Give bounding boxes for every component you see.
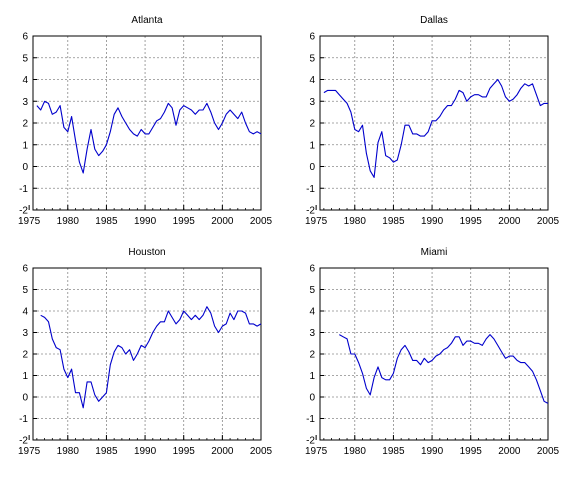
y-tick-label: 6: [309, 264, 315, 275]
y-tick-label: 5: [22, 285, 28, 296]
x-tick-label: 2005: [250, 446, 273, 457]
series-line: [339, 334, 549, 404]
y-tick-label: 4: [309, 75, 315, 86]
y-tick-label: -2: [306, 206, 315, 217]
chart-title: Houston: [128, 247, 165, 258]
x-tick-label: 1975: [18, 216, 41, 227]
y-tick-label: -1: [306, 414, 315, 425]
y-tick-label: 0: [22, 393, 28, 404]
y-tick-label: -1: [19, 414, 28, 425]
y-tick-label: 2: [309, 119, 315, 130]
y-tick-label: -2: [306, 436, 315, 447]
x-tick-label: 1980: [57, 216, 80, 227]
y-tick-label: 0: [309, 162, 315, 173]
x-tick-label: 1985: [382, 446, 405, 457]
x-tick-label: 1990: [421, 446, 444, 457]
y-tick-label: 4: [309, 307, 315, 318]
y-tick-label: 1: [22, 371, 28, 382]
x-tick-label: 1975: [305, 216, 328, 227]
y-tick-label: -1: [19, 184, 28, 195]
y-tick-label: 6: [22, 32, 28, 43]
y-tick-label: 3: [22, 97, 28, 108]
y-tick-label: 3: [309, 328, 315, 339]
series-line: [36, 100, 262, 174]
y-tick-label: 2: [22, 350, 28, 361]
y-tick-label: -2: [19, 206, 28, 217]
x-tick-label: 1995: [173, 216, 196, 227]
y-tick-label: 1: [22, 140, 28, 151]
y-tick-label: 4: [22, 75, 28, 86]
x-tick-label: 2000: [211, 446, 234, 457]
x-tick-label: 2005: [537, 216, 560, 227]
x-tick-label: 1980: [344, 446, 367, 457]
y-tick-label: 3: [22, 328, 28, 339]
y-tick-label: 1: [309, 140, 315, 151]
y-tick-label: -1: [306, 184, 315, 195]
series-line: [323, 78, 548, 178]
x-tick-label: 1985: [95, 216, 118, 227]
y-tick-label: 0: [309, 393, 315, 404]
x-tick-label: 1990: [421, 216, 444, 227]
x-tick-label: 1985: [382, 216, 405, 227]
y-tick-label: 5: [22, 53, 28, 64]
x-tick-label: 2000: [498, 446, 521, 457]
x-tick-label: 1995: [173, 446, 196, 457]
y-tick-label: -2: [19, 436, 28, 447]
y-tick-label: 3: [309, 97, 315, 108]
chart-title: Dallas: [420, 15, 448, 26]
chart-title: Atlanta: [131, 15, 163, 26]
x-tick-label: 1990: [134, 446, 157, 457]
series-line: [40, 306, 262, 409]
x-tick-label: 2000: [498, 216, 521, 227]
y-tick-label: 5: [309, 53, 315, 64]
x-tick-label: 1985: [95, 446, 118, 457]
y-tick-label: 0: [22, 162, 28, 173]
y-tick-label: 6: [22, 264, 28, 275]
y-tick-label: 5: [309, 285, 315, 296]
chart-panel-houston: Houston -2 -1 0 1 2 3 4 5 6 1975 1980 1985 1990 1995 20…: [18, 247, 273, 457]
chart-panel-miami: Miami -2 -1 0 1 2 3 4 5 6 1975 1980 1985 1990 1995 2000…: [305, 247, 560, 457]
x-tick-label: 1990: [134, 216, 157, 227]
y-tick-label: 6: [309, 32, 315, 43]
y-tick-label: 2: [309, 350, 315, 361]
chart-panel-atlanta: Atlanta -2 -1 0 1 2 3 4 5 6 1975 1980 1985 1990 1995 20…: [18, 15, 273, 227]
x-tick-label: 1995: [460, 216, 483, 227]
x-tick-label: 2005: [250, 216, 273, 227]
x-tick-label: 2005: [537, 446, 560, 457]
x-tick-label: 1975: [18, 446, 41, 457]
x-tick-label: 2000: [211, 216, 234, 227]
y-tick-label: 4: [22, 307, 28, 318]
x-tick-label: 1980: [57, 446, 80, 457]
y-tick-label: 1: [309, 371, 315, 382]
x-tick-label: 1975: [305, 446, 328, 457]
chart-panel-dallas: Dallas -2 -1 0 1 2 3 4 5 6 1975 1980 1985 1990 1995 200…: [305, 15, 560, 227]
chart-title: Miami: [421, 247, 448, 258]
y-tick-label: 2: [22, 119, 28, 130]
x-tick-label: 1995: [460, 446, 483, 457]
x-tick-label: 1980: [344, 216, 367, 227]
